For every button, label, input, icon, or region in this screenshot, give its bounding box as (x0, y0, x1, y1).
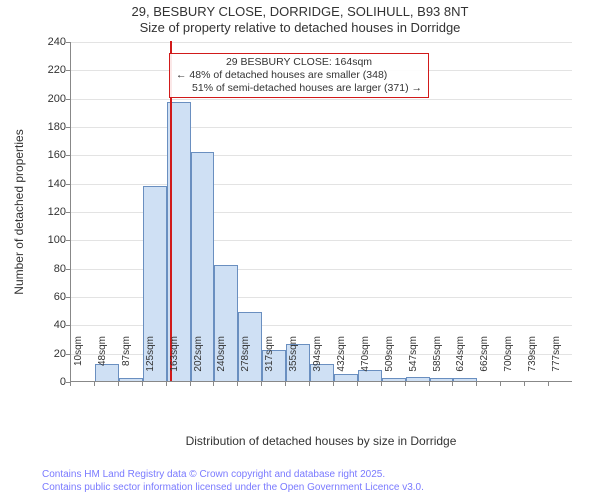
y-tick-mark (66, 184, 70, 185)
x-tick-mark (405, 382, 406, 386)
annotation-title: 29 BESBURY CLOSE: 164sqm (176, 56, 422, 69)
x-tick-mark (94, 382, 95, 386)
y-tick-mark (66, 269, 70, 270)
y-tick-mark (66, 212, 70, 213)
x-tick-label: 432sqm (336, 336, 347, 386)
x-tick-label: 163sqm (169, 336, 180, 386)
x-tick-label: 777sqm (551, 336, 562, 386)
x-tick-label: 739sqm (527, 336, 538, 386)
x-axis-title: Distribution of detached houses by size … (70, 434, 572, 448)
gridline (71, 127, 572, 128)
x-tick-mark (237, 382, 238, 386)
x-tick-label: 10sqm (73, 336, 84, 386)
y-tick-mark (66, 240, 70, 241)
x-tick-label: 624sqm (455, 336, 466, 386)
x-tick-mark (118, 382, 119, 386)
x-tick-label: 585sqm (432, 336, 443, 386)
x-tick-mark (333, 382, 334, 386)
y-tick-label: 120 (36, 206, 66, 218)
gridline (71, 184, 572, 185)
x-tick-mark (476, 382, 477, 386)
x-tick-mark (357, 382, 358, 386)
x-tick-label: 48sqm (97, 336, 108, 386)
y-tick-label: 140 (36, 178, 66, 190)
y-tick-label: 60 (36, 291, 66, 303)
y-tick-label: 0 (36, 376, 66, 388)
y-tick-mark (66, 155, 70, 156)
x-tick-mark (429, 382, 430, 386)
histogram-chart: Number of detached properties 29 BESBURY… (42, 42, 572, 412)
x-tick-label: 125sqm (145, 336, 156, 386)
x-tick-mark (166, 382, 167, 386)
gridline (71, 42, 572, 43)
x-tick-label: 662sqm (479, 336, 490, 386)
x-tick-mark (285, 382, 286, 386)
x-tick-mark (261, 382, 262, 386)
x-tick-mark (213, 382, 214, 386)
footer-attribution: Contains HM Land Registry data © Crown c… (42, 469, 424, 494)
x-tick-mark (70, 382, 71, 386)
y-axis-title: Number of detached properties (12, 42, 26, 382)
y-tick-label: 160 (36, 149, 66, 161)
x-tick-label: 317sqm (264, 336, 275, 386)
x-tick-label: 700sqm (503, 336, 514, 386)
x-tick-label: 87sqm (121, 336, 132, 386)
plot-area: 29 BESBURY CLOSE: 164sqm← 48% of detache… (70, 42, 572, 382)
footer-line2: Contains public sector information licen… (42, 482, 424, 495)
x-tick-mark (142, 382, 143, 386)
y-tick-mark (66, 70, 70, 71)
x-tick-mark (548, 382, 549, 386)
x-tick-mark (500, 382, 501, 386)
y-tick-label: 100 (36, 234, 66, 246)
x-tick-label: 202sqm (193, 336, 204, 386)
gridline (71, 99, 572, 100)
y-tick-label: 40 (36, 319, 66, 331)
x-tick-mark (190, 382, 191, 386)
x-tick-mark (309, 382, 310, 386)
y-tick-label: 180 (36, 121, 66, 133)
x-tick-label: 470sqm (360, 336, 371, 386)
x-tick-mark (381, 382, 382, 386)
y-tick-mark (66, 127, 70, 128)
y-tick-mark (66, 42, 70, 43)
y-tick-label: 80 (36, 263, 66, 275)
y-tick-mark (66, 99, 70, 100)
x-tick-mark (524, 382, 525, 386)
x-tick-label: 240sqm (216, 336, 227, 386)
y-tick-mark (66, 325, 70, 326)
page-title-line1: 29, BESBURY CLOSE, DORRIDGE, SOLIHULL, B… (0, 4, 600, 20)
x-tick-label: 355sqm (288, 336, 299, 386)
annotation-box: 29 BESBURY CLOSE: 164sqm← 48% of detache… (169, 53, 429, 98)
y-tick-label: 20 (36, 348, 66, 360)
x-tick-mark (452, 382, 453, 386)
y-tick-label: 240 (36, 36, 66, 48)
y-tick-mark (66, 297, 70, 298)
x-tick-label: 278sqm (240, 336, 251, 386)
annotation-larger: 51% of semi-detached houses are larger (… (176, 82, 422, 95)
y-tick-mark (66, 354, 70, 355)
x-tick-label: 509sqm (384, 336, 395, 386)
page-title-line2: Size of property relative to detached ho… (0, 20, 600, 36)
footer-line1: Contains HM Land Registry data © Crown c… (42, 469, 424, 482)
y-tick-label: 220 (36, 64, 66, 76)
gridline (71, 155, 572, 156)
y-tick-label: 200 (36, 93, 66, 105)
annotation-smaller: ← 48% of detached houses are smaller (34… (176, 69, 422, 82)
x-tick-label: 394sqm (312, 336, 323, 386)
x-tick-label: 547sqm (408, 336, 419, 386)
